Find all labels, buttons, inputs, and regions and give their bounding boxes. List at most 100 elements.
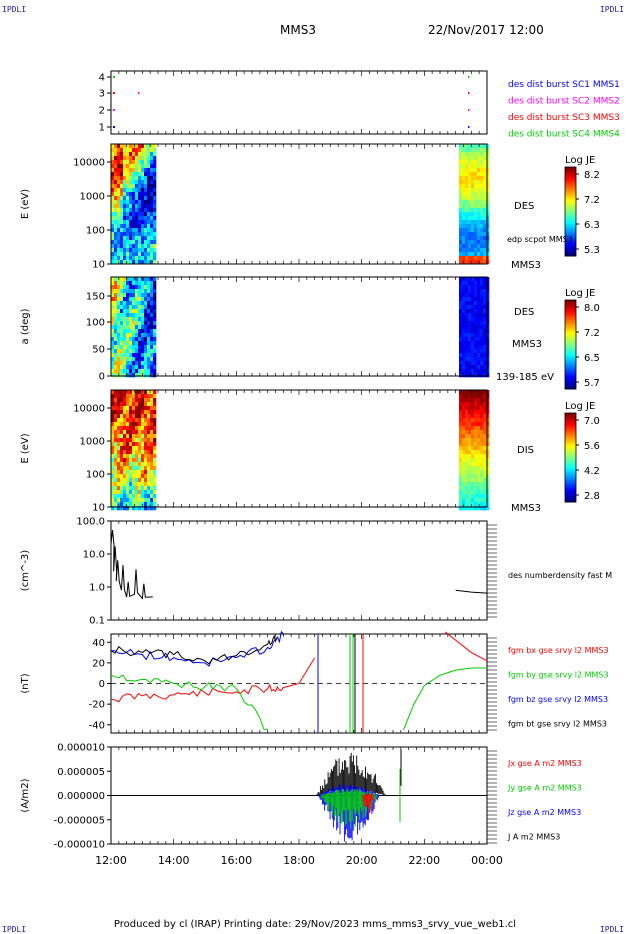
spectrogram-frame: [110, 143, 488, 265]
y-tick-label: 1000: [80, 437, 105, 448]
burst-marker: [113, 92, 115, 94]
colorbar-tick-label: 8.2: [584, 170, 600, 181]
colorbar-title: Log JE: [565, 155, 595, 166]
y-tick-label: -0.000005: [54, 815, 105, 826]
y-tick-label: -0.000010: [54, 840, 105, 851]
y-tick-label: 100: [86, 470, 105, 481]
colorbar-frame: [564, 299, 577, 390]
y-axis-label: E (eV): [20, 433, 31, 463]
y-tick-label: 40: [92, 638, 105, 649]
current-burst-3: [362, 793, 374, 815]
panel-label: DES: [514, 307, 534, 318]
current-legend-entry: Jx gse A m2 MMS3: [507, 759, 582, 768]
spectrogram-frame: [110, 389, 488, 508]
corner-label-tl: IPDLI: [2, 5, 27, 14]
y-tick-label: -40: [89, 720, 105, 731]
bfield-line-2: [110, 630, 284, 667]
current-legend-entry: Jz gse A m2 MMS3: [507, 808, 581, 817]
burst-legend-entry: des dist burst SC3 MMS3: [508, 113, 620, 123]
current-legend-entry: Jy gse A m2 MMS3: [507, 784, 582, 793]
bfield-line-1: [110, 667, 487, 731]
panel-label: DIS: [517, 445, 534, 456]
y-axis-label: E (eV): [20, 189, 31, 219]
y-tick-label: 150: [86, 292, 105, 303]
spectrogram-image: [111, 390, 490, 511]
colorbar-frame: [564, 412, 577, 503]
density-legend-entry: des numberdensity fast M: [508, 571, 612, 580]
bfield-line-3: [110, 634, 279, 665]
x-tick-label: 14:00: [158, 854, 190, 867]
y-tick-label: 100.0: [76, 517, 105, 528]
x-tick-label: 16:00: [220, 854, 252, 867]
bfield-legend-entry: fgm bt gse srvy l2 MMS3: [508, 720, 607, 729]
y-axis-label: (A/m2): [20, 778, 31, 812]
colorbar-title: Log JE: [565, 401, 595, 412]
corner-label-bl: IPDLI: [2, 925, 27, 934]
y-tick-label: 100: [86, 226, 105, 237]
colorbar-tick-label: 5.3: [584, 245, 600, 256]
burst-marker: [468, 126, 470, 128]
x-tick-label: 12:00: [95, 854, 127, 867]
burst-panel-frame: [110, 70, 488, 135]
colorbar: [565, 300, 576, 390]
spacecraft-title: MMS3: [280, 23, 316, 37]
y-tick-label: 10.0: [83, 550, 105, 561]
current-legend-entry: J A m2 MMS3: [507, 833, 560, 842]
y-tick-label: 0.000000: [57, 791, 105, 802]
corner-label-tr: IPDLI: [599, 5, 624, 14]
colorbar-tick-label: 2.8: [584, 491, 600, 502]
density-line: [110, 530, 488, 600]
y-tick-label: 2: [99, 106, 105, 117]
y-tick-label: 20: [92, 658, 105, 669]
colorbar-tick-label: 5.7: [584, 378, 600, 389]
y-axis-label: a (deg): [20, 308, 31, 344]
burst-marker: [113, 76, 115, 78]
panel-label: edp scpot MMS3: [507, 235, 573, 244]
spectrogram-image: [111, 144, 490, 265]
y-tick-label: 1.0: [89, 583, 105, 594]
colorbar-tick-label: 7.0: [584, 416, 600, 427]
panel-label: 139-185 eV: [496, 372, 554, 383]
burst-marker: [468, 109, 470, 111]
burst-legend-entry: des dist burst SC2 MMS2: [508, 97, 620, 107]
burst-marker: [468, 76, 470, 78]
y-tick-label: 1000: [80, 192, 105, 203]
panel-label: MMS3: [511, 503, 541, 514]
panel-label: MMS3: [511, 260, 541, 271]
panel-label: MMS3: [512, 339, 542, 350]
colorbar-tick-label: 7.2: [584, 328, 600, 339]
panel-label: DES: [514, 201, 534, 212]
y-tick-label: 0.000005: [57, 767, 105, 778]
burst-marker: [113, 109, 115, 111]
y-tick-label: 50: [92, 345, 105, 356]
y-tick-label: 0.000010: [57, 743, 105, 754]
bfield-legend-entry: fgm by gse srvy l2 MMS3: [508, 671, 609, 680]
footer-credit: Produced by cl (IRAP) Printing date: 29/…: [113, 919, 517, 930]
colorbar-tick-label: 5.6: [584, 441, 600, 452]
burst-marker: [468, 92, 470, 94]
y-axis-label: (cm^-3): [20, 550, 31, 591]
x-tick-label: 18:00: [283, 854, 315, 867]
bfield-line-0: [110, 631, 488, 703]
y-tick-label: 10000: [73, 158, 105, 169]
x-tick-label: 20:00: [346, 854, 378, 867]
bfield-legend-entry: fgm bz gse srvy l2 MMS3: [508, 695, 608, 704]
colorbar-title: Log JE: [565, 288, 595, 299]
y-tick-label: 4: [99, 73, 105, 84]
y-tick-label: 0.1: [89, 616, 105, 627]
colorbar-tick-label: 6.5: [584, 353, 600, 364]
y-tick-label: 10: [92, 503, 105, 514]
spectrogram-frame: [110, 276, 488, 377]
y-tick-label: 100: [86, 318, 105, 329]
colorbar-tick-label: 7.2: [584, 195, 600, 206]
burst-legend-entry: des dist burst SC1 MMS1: [508, 80, 620, 90]
y-tick-label: 0: [99, 679, 105, 690]
y-tick-label: 0: [99, 372, 105, 383]
colorbar: [565, 413, 576, 503]
y-tick-label: 3: [99, 89, 105, 100]
colorbar-tick-label: 6.3: [584, 220, 600, 231]
y-tick-label: 10: [92, 260, 105, 271]
burst-legend-entry: des dist burst SC4 MMS4: [508, 130, 620, 140]
current-burst-0: [316, 752, 386, 796]
